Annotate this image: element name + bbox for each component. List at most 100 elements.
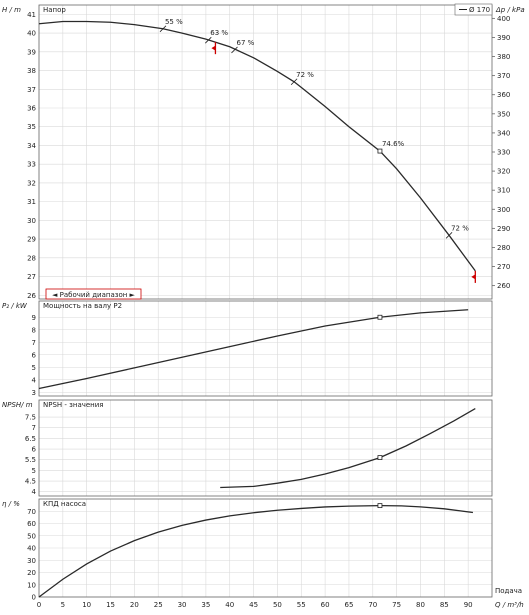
y-tick-label: 38 [27, 67, 36, 75]
operating-range-arrow [211, 45, 216, 51]
efficiency-label: 55 % [165, 18, 183, 26]
y-tick-label: 9 [32, 314, 36, 322]
y-tick-label: 40 [27, 545, 36, 553]
y-tick-label: 36 [27, 104, 36, 112]
efficiency-tick-mark [445, 232, 453, 239]
curve-power [38, 309, 469, 390]
y-tick-label: 40 [27, 30, 36, 38]
efficiency-label: 74.6% [382, 140, 405, 148]
y-axis-label: H / m [2, 6, 21, 14]
x-tick-label: 65 [344, 601, 353, 609]
panel-title: Мощность на валу P2 [43, 302, 122, 310]
x-tick-label: 35 [201, 601, 210, 609]
y-tick-label: 4 [32, 488, 37, 496]
y-tick-label: 50 [27, 532, 36, 540]
right-y-tick-label: 260 [497, 282, 510, 290]
efficiency-label: 72 % [296, 71, 314, 79]
panel-frame [38, 300, 493, 397]
duty-point-marker [377, 503, 383, 509]
y-tick-label: 34 [27, 142, 36, 150]
right-y-tick-label: 320 [497, 168, 510, 176]
y-tick-label: 41 [27, 11, 36, 19]
operating-range-label: ◄ Рабочий диапазон ► [52, 291, 136, 299]
right-y-tick-label: 310 [497, 187, 510, 195]
y-tick-label: 30 [27, 217, 36, 225]
x-axis-label: Q / m³/h [495, 601, 524, 609]
x-tick-label: 10 [82, 601, 91, 609]
y-tick-label: 27 [27, 273, 36, 281]
y-tick-label: 6 [32, 446, 37, 454]
efficiency-label: 63 % [210, 29, 228, 37]
right-y-tick-label: 400 [497, 15, 510, 23]
y-axis-label: η / % [2, 500, 20, 508]
efficiency-label: 72 % [451, 224, 469, 232]
y-tick-label: 60 [27, 520, 36, 528]
x-tick-label: 25 [154, 601, 163, 609]
right-y-tick-label: 330 [497, 149, 510, 157]
efficiency-label: 67 % [237, 39, 255, 47]
y-tick-label: 30 [27, 557, 36, 565]
right-y-tick-label: 290 [497, 225, 510, 233]
panel-title: КПД насоса [43, 500, 86, 508]
efficiency-tick-mark [231, 46, 238, 54]
right-y-tick-label: 300 [497, 206, 510, 214]
x-tick-label: 75 [392, 601, 401, 609]
panel-frame [38, 4, 493, 300]
y-tick-label: 4 [32, 376, 37, 384]
y-tick-label: 29 [27, 236, 36, 244]
y-tick-label: 0 [32, 594, 36, 602]
right-y-tick-label: 280 [497, 244, 510, 252]
y-tick-label: 6 [32, 351, 37, 359]
duty-point-marker [377, 314, 383, 320]
y-axis-label: NPSH/ m [2, 401, 33, 409]
y-tick-label: 70 [27, 508, 36, 516]
x-tick-label: 80 [416, 601, 425, 609]
x-tick-label: 55 [297, 601, 306, 609]
efficiency-tick-mark [290, 78, 298, 86]
operating-range-box [45, 288, 142, 300]
curves-layer [38, 20, 476, 598]
x-tick-label: 85 [440, 601, 449, 609]
panel-title: Напор [43, 6, 66, 14]
y-tick-label: 31 [27, 198, 36, 206]
operating-range-arrow [471, 274, 476, 280]
duty-point-marker [377, 455, 383, 461]
y-tick-label: 5.5 [25, 456, 36, 464]
x-tick-label: 30 [178, 601, 187, 609]
curve-head [38, 20, 476, 272]
x-axis-extra-label: Подача [495, 587, 522, 595]
x-tick-label: 90 [464, 601, 473, 609]
right-y-tick-label: 340 [497, 129, 510, 137]
right-y-tick-label: 380 [497, 53, 510, 61]
right-y-tick-label: 360 [497, 91, 510, 99]
y-tick-label: 39 [27, 48, 36, 56]
y-tick-label: 20 [27, 569, 36, 577]
curve-eta [38, 504, 474, 598]
y-tick-label: 4.5 [25, 478, 36, 486]
y-tick-label: 3 [32, 389, 36, 397]
efficiency-tick-mark [159, 25, 167, 33]
panel-frame [38, 498, 493, 598]
x-tick-label: 60 [321, 601, 330, 609]
y-tick-label: 32 [27, 179, 36, 187]
y-tick-label: 10 [27, 581, 36, 589]
y-tick-label: 6.5 [25, 435, 36, 443]
x-tick-label: 40 [225, 601, 234, 609]
curve-npsh [220, 407, 476, 489]
efficiency-tick-mark [204, 36, 212, 44]
x-tick-label: 15 [106, 601, 115, 609]
grid-layer [38, 3, 495, 598]
y-tick-label: 5 [32, 467, 36, 475]
y-tick-label: 5 [32, 364, 36, 372]
y-tick-label: 37 [27, 86, 36, 94]
right-y-axis-label: Δp / kPa [495, 6, 525, 14]
x-tick-label: 45 [249, 601, 258, 609]
panel-frame [38, 399, 493, 497]
y-tick-label: 7 [32, 339, 36, 347]
right-y-tick-label: 350 [497, 110, 510, 118]
x-tick-label: 5 [61, 601, 65, 609]
panel-title: NPSH - значения [43, 401, 104, 409]
y-tick-label: 35 [27, 123, 36, 131]
